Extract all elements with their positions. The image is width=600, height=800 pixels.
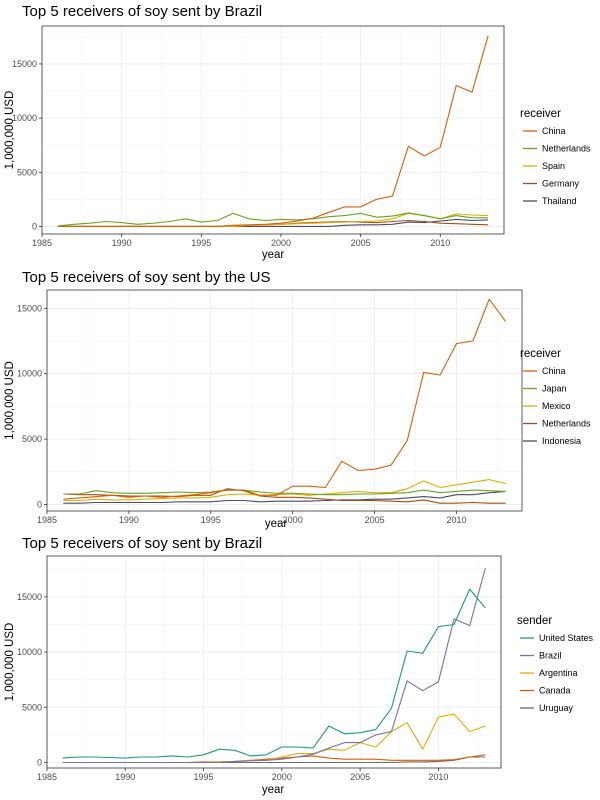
x-axis-label: year: [262, 249, 285, 261]
y-tick-label: 5000: [17, 167, 37, 177]
chart-title: Top 5 receivers of soy sent by the US: [22, 269, 270, 286]
legend-label: Thailand: [542, 196, 577, 206]
x-tick-label: 1990: [115, 772, 135, 782]
x-tick-label: 1995: [194, 772, 214, 782]
x-axis-label: year: [265, 518, 288, 530]
y-tick-label: 10000: [17, 369, 42, 379]
legend-label: Netherlands: [542, 144, 591, 154]
legend-title: receiver: [520, 108, 561, 120]
legend-label: China: [542, 126, 566, 136]
x-tick-label: 2000: [271, 238, 291, 248]
series-line-japan: [63, 489, 506, 496]
legend-label: China: [542, 366, 566, 376]
legend-label: Uruguay: [539, 703, 574, 713]
legend-label: Indonesia: [542, 436, 581, 446]
x-tick-label: 2010: [428, 772, 448, 782]
series-line-brazil: [62, 567, 486, 764]
legend-label: Netherlands: [542, 419, 591, 429]
x-tick-label: 2005: [365, 515, 385, 525]
chart-brazil-receivers: Top 5 receivers of soy sent by Brazil 198…: [4, 3, 591, 261]
y-axis-label: 1,000,000 USD: [4, 623, 16, 702]
series-line-netherlands: [63, 488, 506, 504]
legend-label: United States: [539, 633, 594, 643]
plot-border: [41, 25, 505, 235]
plot-border: [46, 555, 502, 769]
x-tick-label: 2000: [283, 515, 303, 525]
y-tick-label: 10000: [12, 113, 37, 123]
x-tick-label: 2005: [351, 238, 371, 248]
chart-title: Top 5 receivers of soy sent by Brazil: [22, 3, 262, 20]
chart-title: Top 5 receivers of soy sent by Brazil: [22, 535, 262, 552]
chart-us-receivers: Top 5 receivers of soy sent by the US 198…: [4, 269, 591, 530]
series-line-netherlands: [57, 212, 489, 227]
series-line-indonesia: [63, 490, 506, 504]
series-line-china: [57, 35, 489, 227]
legend-label: Canada: [539, 686, 571, 696]
plot-border: [46, 289, 523, 512]
x-tick-label: 1990: [119, 515, 139, 525]
x-tick-label: 1985: [32, 238, 52, 248]
series-line-china: [63, 298, 507, 500]
y-axis-label: 1,000,000 USD: [4, 91, 16, 170]
x-tick-label: 2005: [350, 772, 370, 782]
x-tick-label: 1985: [37, 772, 57, 782]
legend-title: receiver: [520, 348, 561, 360]
legend-label: Brazil: [539, 651, 562, 661]
x-tick-label: 1995: [191, 238, 211, 248]
y-tick-label: 15000: [17, 592, 42, 602]
x-tick-label: 1995: [201, 515, 221, 525]
series-line-argentina: [62, 713, 486, 764]
y-tick-label: 0: [37, 499, 42, 509]
legend-label: Spain: [542, 161, 565, 171]
legend-label: Japan: [542, 384, 567, 394]
series-line-united-states: [62, 588, 486, 759]
y-tick-label: 10000: [17, 647, 42, 657]
x-tick-label: 2010: [430, 238, 450, 248]
x-tick-label: 1990: [112, 238, 132, 248]
series-line-mexico: [63, 479, 506, 502]
x-tick-label: 2010: [446, 515, 466, 525]
legend-label: Mexico: [542, 401, 571, 411]
y-tick-label: 0: [37, 757, 42, 767]
y-tick-label: 15000: [17, 303, 42, 313]
x-tick-label: 1985: [37, 515, 57, 525]
y-tick-label: 5000: [22, 434, 42, 444]
x-tick-label: 2000: [272, 772, 292, 782]
y-tick-label: 0: [32, 221, 37, 231]
legend-label: Argentina: [539, 668, 578, 678]
legend-title: sender: [517, 615, 552, 627]
legend-label: Germany: [542, 179, 580, 189]
y-axis-label: 1,000,000 USD: [4, 361, 16, 440]
x-axis-label: year: [262, 784, 285, 796]
y-tick-label: 15000: [12, 59, 37, 69]
chart-brazil-senders: Top 5 receivers of soy sent by Brazil 198…: [4, 535, 594, 796]
y-tick-label: 5000: [22, 702, 42, 712]
